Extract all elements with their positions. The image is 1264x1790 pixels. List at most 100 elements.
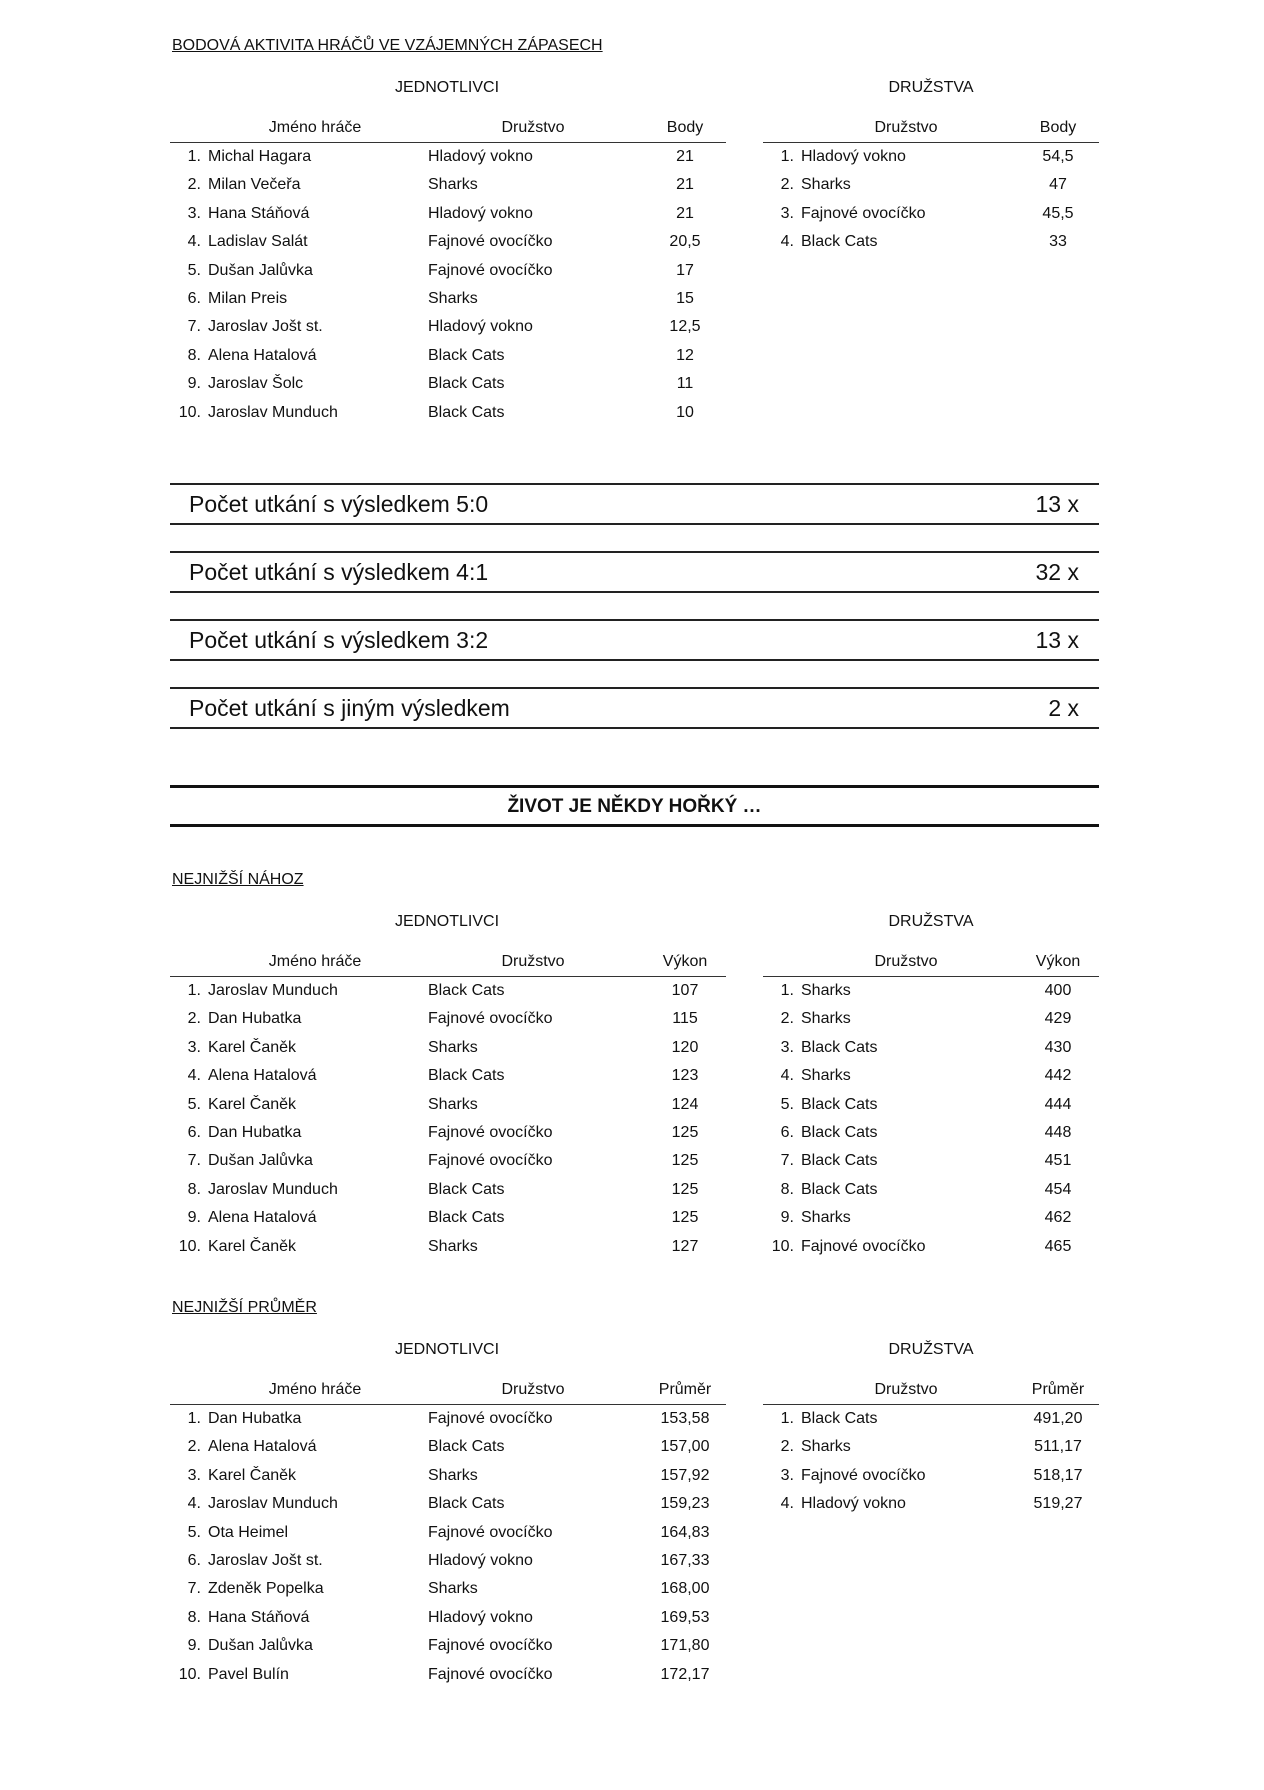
banner-text: ŽIVOT JE NĚKDY HOŘKÝ … bbox=[507, 796, 762, 817]
player-value: 127 bbox=[671, 1237, 699, 1255]
page-title: BODOVÁ AKTIVITA HRÁČŮ VE VZÁJEMNÝCH ZÁPA… bbox=[172, 37, 603, 54]
stat-label: Počet utkání s jiným výsledkem bbox=[189, 695, 510, 721]
player-value: 168,00 bbox=[660, 1580, 710, 1598]
player-name: Dušan Jalůvka bbox=[208, 1152, 313, 1170]
player-name: Jaroslav Munduch bbox=[208, 982, 338, 999]
team-name: Black Cats bbox=[801, 1180, 878, 1198]
column-header: Družstvo bbox=[874, 119, 938, 136]
player-team: Fajnové ovocíčko bbox=[428, 1010, 553, 1028]
player-value: 11 bbox=[676, 375, 694, 393]
team-value: 462 bbox=[1044, 1209, 1072, 1227]
team-rank: 1. bbox=[780, 982, 794, 999]
team-value: 33 bbox=[1049, 233, 1067, 251]
player-name: Karel Čaněk bbox=[208, 1095, 297, 1113]
stat-row: Počet utkání s výsledkem 5:0 13 x bbox=[170, 483, 1099, 525]
player-team: Fajnové ovocíčko bbox=[428, 233, 553, 251]
team-value: 47 bbox=[1049, 176, 1067, 194]
player-name: Dušan Jalůvka bbox=[208, 1637, 313, 1655]
lowest-throw-block: JEDNOTLIVCI DRUŽSTVA Jméno hráče Družstvo Vý… bbox=[0, 913, 1264, 1322]
player-rank: 3. bbox=[187, 1038, 201, 1056]
player-name: Dan Hubatka bbox=[208, 1010, 302, 1028]
player-rank: 3. bbox=[187, 204, 201, 222]
player-value: 159,23 bbox=[660, 1495, 710, 1513]
team-value: 400 bbox=[1044, 982, 1072, 999]
player-rank: 2. bbox=[187, 1438, 201, 1456]
player-rank: 3. bbox=[187, 1466, 201, 1484]
team-rank: 4. bbox=[780, 1495, 794, 1513]
team-rank: 1. bbox=[780, 148, 794, 165]
individuals-heading: JEDNOTLIVCI bbox=[394, 1341, 500, 1358]
team-value: 511,17 bbox=[1034, 1438, 1082, 1456]
divider bbox=[763, 976, 1099, 977]
teams-heading: DRUŽSTVA bbox=[888, 913, 974, 930]
player-value: 169,53 bbox=[660, 1608, 710, 1626]
team-name: Black Cats bbox=[801, 233, 878, 251]
player-team: Black Cats bbox=[428, 1438, 505, 1456]
player-rank: 2. bbox=[187, 1010, 201, 1028]
stat-row: Počet utkání s výsledkem 3:2 13 x bbox=[170, 619, 1099, 661]
team-name: Sharks bbox=[801, 982, 851, 999]
player-value: 120 bbox=[671, 1038, 699, 1056]
column-header: Výkon bbox=[1035, 953, 1081, 970]
player-team: Fajnové ovocíčko bbox=[428, 261, 553, 279]
team-value: 519,27 bbox=[1033, 1495, 1083, 1513]
team-value: 518,17 bbox=[1033, 1466, 1083, 1484]
player-team: Hladový vokno bbox=[428, 1608, 533, 1626]
player-value: 115 bbox=[672, 1010, 698, 1028]
player-name: Jaroslav Jošt st. bbox=[208, 1552, 323, 1569]
team-rank: 8. bbox=[780, 1180, 794, 1198]
team-value: 429 bbox=[1044, 1010, 1072, 1028]
column-header: Jméno hráče bbox=[268, 1381, 362, 1398]
player-rank: 5. bbox=[187, 1095, 201, 1113]
team-name: Black Cats bbox=[801, 1124, 878, 1141]
player-rank: 7. bbox=[187, 1580, 201, 1598]
stat-row: Počet utkání s výsledkem 4:1 32 x bbox=[170, 551, 1099, 593]
player-value: 123 bbox=[671, 1067, 699, 1085]
team-rank: 7. bbox=[780, 1152, 794, 1170]
player-value: 125 bbox=[671, 1209, 699, 1227]
player-value: 125 bbox=[671, 1180, 699, 1198]
player-rank: 10. bbox=[178, 403, 201, 421]
player-name: Jaroslav Jošt st. bbox=[208, 318, 323, 336]
player-rank: 8. bbox=[187, 346, 201, 364]
player-name: Milan Preis bbox=[208, 290, 288, 307]
player-value: 107 bbox=[671, 982, 699, 999]
player-team: Hladový vokno bbox=[428, 148, 533, 165]
player-rank: 2. bbox=[187, 176, 201, 194]
player-team: Fajnové ovocíčko bbox=[428, 1523, 553, 1541]
player-rank: 1. bbox=[187, 982, 201, 999]
column-header: Jméno hráče bbox=[268, 119, 362, 136]
column-header: Body bbox=[666, 119, 704, 136]
player-rank: 7. bbox=[187, 1152, 201, 1170]
player-name: Ladislav Salát bbox=[208, 233, 308, 251]
team-name: Fajnové ovocíčko bbox=[801, 204, 926, 222]
player-rank: 5. bbox=[187, 261, 201, 279]
team-value: 451 bbox=[1044, 1152, 1072, 1170]
player-rank: 1. bbox=[187, 148, 201, 165]
teams-heading: DRUŽSTVA bbox=[888, 79, 974, 96]
team-rank: 3. bbox=[780, 1038, 794, 1056]
player-rank: 6. bbox=[187, 1124, 201, 1141]
team-rank: 1. bbox=[780, 1410, 794, 1427]
section-title: NEJNIŽŠÍ NÁHOZ bbox=[172, 871, 304, 888]
column-header: Body bbox=[1039, 119, 1077, 136]
player-team: Fajnové ovocíčko bbox=[428, 1152, 553, 1170]
divider bbox=[763, 142, 1099, 143]
player-rank: 5. bbox=[187, 1523, 201, 1541]
team-rank: 2. bbox=[780, 1438, 794, 1456]
player-rank: 10. bbox=[178, 1237, 201, 1255]
column-header: Průměr bbox=[658, 1381, 712, 1398]
team-name: Sharks bbox=[801, 176, 851, 194]
player-name: Pavel Bulín bbox=[208, 1665, 289, 1683]
player-team: Fajnové ovocíčko bbox=[428, 1637, 553, 1655]
stat-value: 2 x bbox=[1048, 695, 1079, 721]
player-team: Black Cats bbox=[428, 1180, 505, 1198]
player-name: Ota Heimel bbox=[208, 1523, 289, 1541]
stat-row: Počet utkání s jiným výsledkem 2 x bbox=[170, 687, 1099, 729]
team-rank: 3. bbox=[780, 1466, 794, 1484]
player-team: Black Cats bbox=[428, 1209, 505, 1227]
stat-value: 13 x bbox=[1035, 627, 1079, 653]
player-value: 20,5 bbox=[669, 233, 701, 251]
player-value: 172,17 bbox=[660, 1665, 710, 1683]
player-team: Sharks bbox=[428, 1466, 478, 1484]
